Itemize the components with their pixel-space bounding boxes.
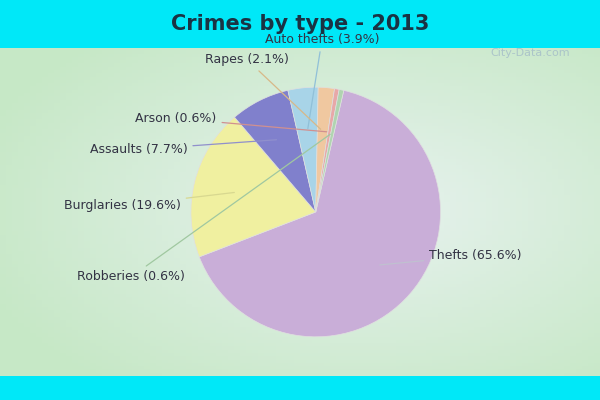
Text: Burglaries (19.6%): Burglaries (19.6%) xyxy=(64,192,235,212)
Wedge shape xyxy=(316,90,344,212)
Text: Auto thefts (3.9%): Auto thefts (3.9%) xyxy=(265,33,379,128)
Text: Crimes by type - 2013: Crimes by type - 2013 xyxy=(171,14,429,34)
Wedge shape xyxy=(235,90,316,212)
Text: Robberies (0.6%): Robberies (0.6%) xyxy=(77,134,330,283)
Wedge shape xyxy=(191,117,316,257)
Wedge shape xyxy=(316,89,339,212)
Wedge shape xyxy=(288,87,318,212)
Text: Thefts (65.6%): Thefts (65.6%) xyxy=(380,249,522,265)
Text: Assaults (7.7%): Assaults (7.7%) xyxy=(89,140,277,156)
Text: City-Data.com: City-Data.com xyxy=(490,48,570,58)
Text: Rapes (2.1%): Rapes (2.1%) xyxy=(205,53,320,129)
Text: Arson (0.6%): Arson (0.6%) xyxy=(136,112,327,132)
Wedge shape xyxy=(199,90,440,337)
Wedge shape xyxy=(316,87,335,212)
